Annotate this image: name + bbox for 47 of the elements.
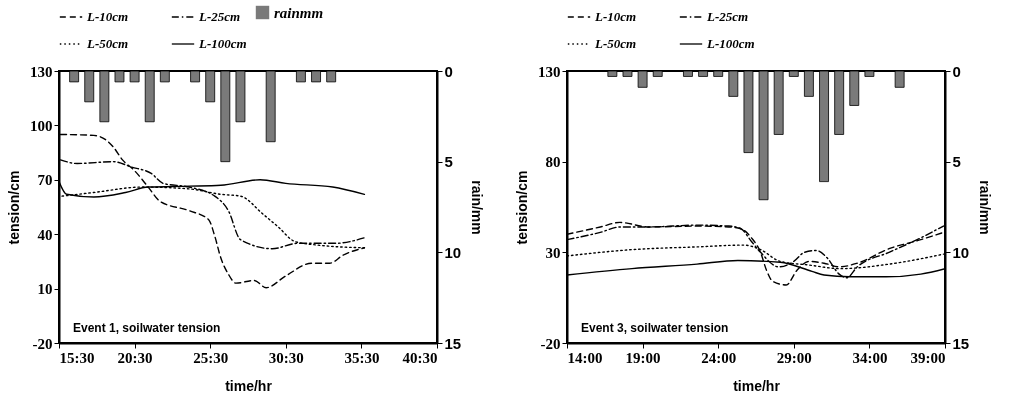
- x-tick-label: 20:30: [117, 349, 153, 366]
- y2-tick-label: 15: [444, 334, 462, 352]
- x-tick-label: 39:00: [910, 349, 946, 366]
- y-tick-label: 130: [30, 63, 53, 80]
- x-tick-label: 14:00: [567, 349, 603, 366]
- legend-label: L-25cm: [198, 9, 241, 24]
- x-tick-label: 25:30: [193, 349, 229, 366]
- x-tick-label: 24:00: [701, 349, 737, 366]
- y2-tick-label: 0: [444, 62, 453, 80]
- y2-tick-label: 10: [444, 243, 462, 261]
- y-axis-title: tension/cm: [6, 170, 22, 245]
- legend-label: rainmm: [274, 4, 324, 21]
- annotation: Event 3, soilwater tension: [581, 321, 729, 335]
- y-axis-title: tension/cm: [514, 170, 530, 245]
- legend-label: L-10cm: [594, 9, 637, 24]
- y-tick-label: 100: [30, 117, 53, 134]
- x-tick-label: 30:30: [268, 349, 304, 366]
- y-tick-label: -20: [32, 335, 53, 352]
- y-tick-label: 70: [37, 172, 53, 189]
- legend-label: L-100cm: [706, 36, 755, 51]
- legend-label: L-50cm: [594, 36, 637, 51]
- y2-tick-label: 15: [952, 334, 970, 352]
- x-tick-label: 35:30: [344, 349, 380, 366]
- legend-label: L-50cm: [86, 36, 129, 51]
- x-tick-label: 29:00: [776, 349, 812, 366]
- x-tick-label: 15:30: [59, 349, 95, 366]
- x-tick-label: 19:00: [625, 349, 661, 366]
- y-tick-label: 30: [545, 244, 561, 261]
- legend-label: L-10cm: [86, 9, 129, 24]
- y2-tick-label: 0: [952, 62, 961, 80]
- y2-axis-title: rain/mm: [469, 180, 486, 235]
- y2-tick-label: 10: [952, 243, 970, 261]
- y-tick-label: 10: [37, 281, 53, 298]
- y2-tick-label: 5: [444, 153, 453, 171]
- y-tick-label: -20: [540, 335, 561, 352]
- x-axis-title: time/hr: [225, 377, 273, 394]
- x-tick-label: 40:30: [402, 349, 438, 366]
- y-tick-label: 80: [545, 154, 561, 171]
- x-tick-label: 34:00: [852, 349, 888, 366]
- y-tick-label: 40: [37, 226, 53, 243]
- annotation: Event 1, soilwater tension: [73, 321, 221, 335]
- legend-label: L-100cm: [198, 36, 247, 51]
- legend-label: L-25cm: [706, 9, 749, 24]
- y-tick-label: 130: [538, 63, 561, 80]
- x-axis-title: time/hr: [733, 377, 781, 394]
- y2-tick-label: 5: [952, 153, 961, 171]
- y2-axis-title: rain/mm: [977, 180, 994, 235]
